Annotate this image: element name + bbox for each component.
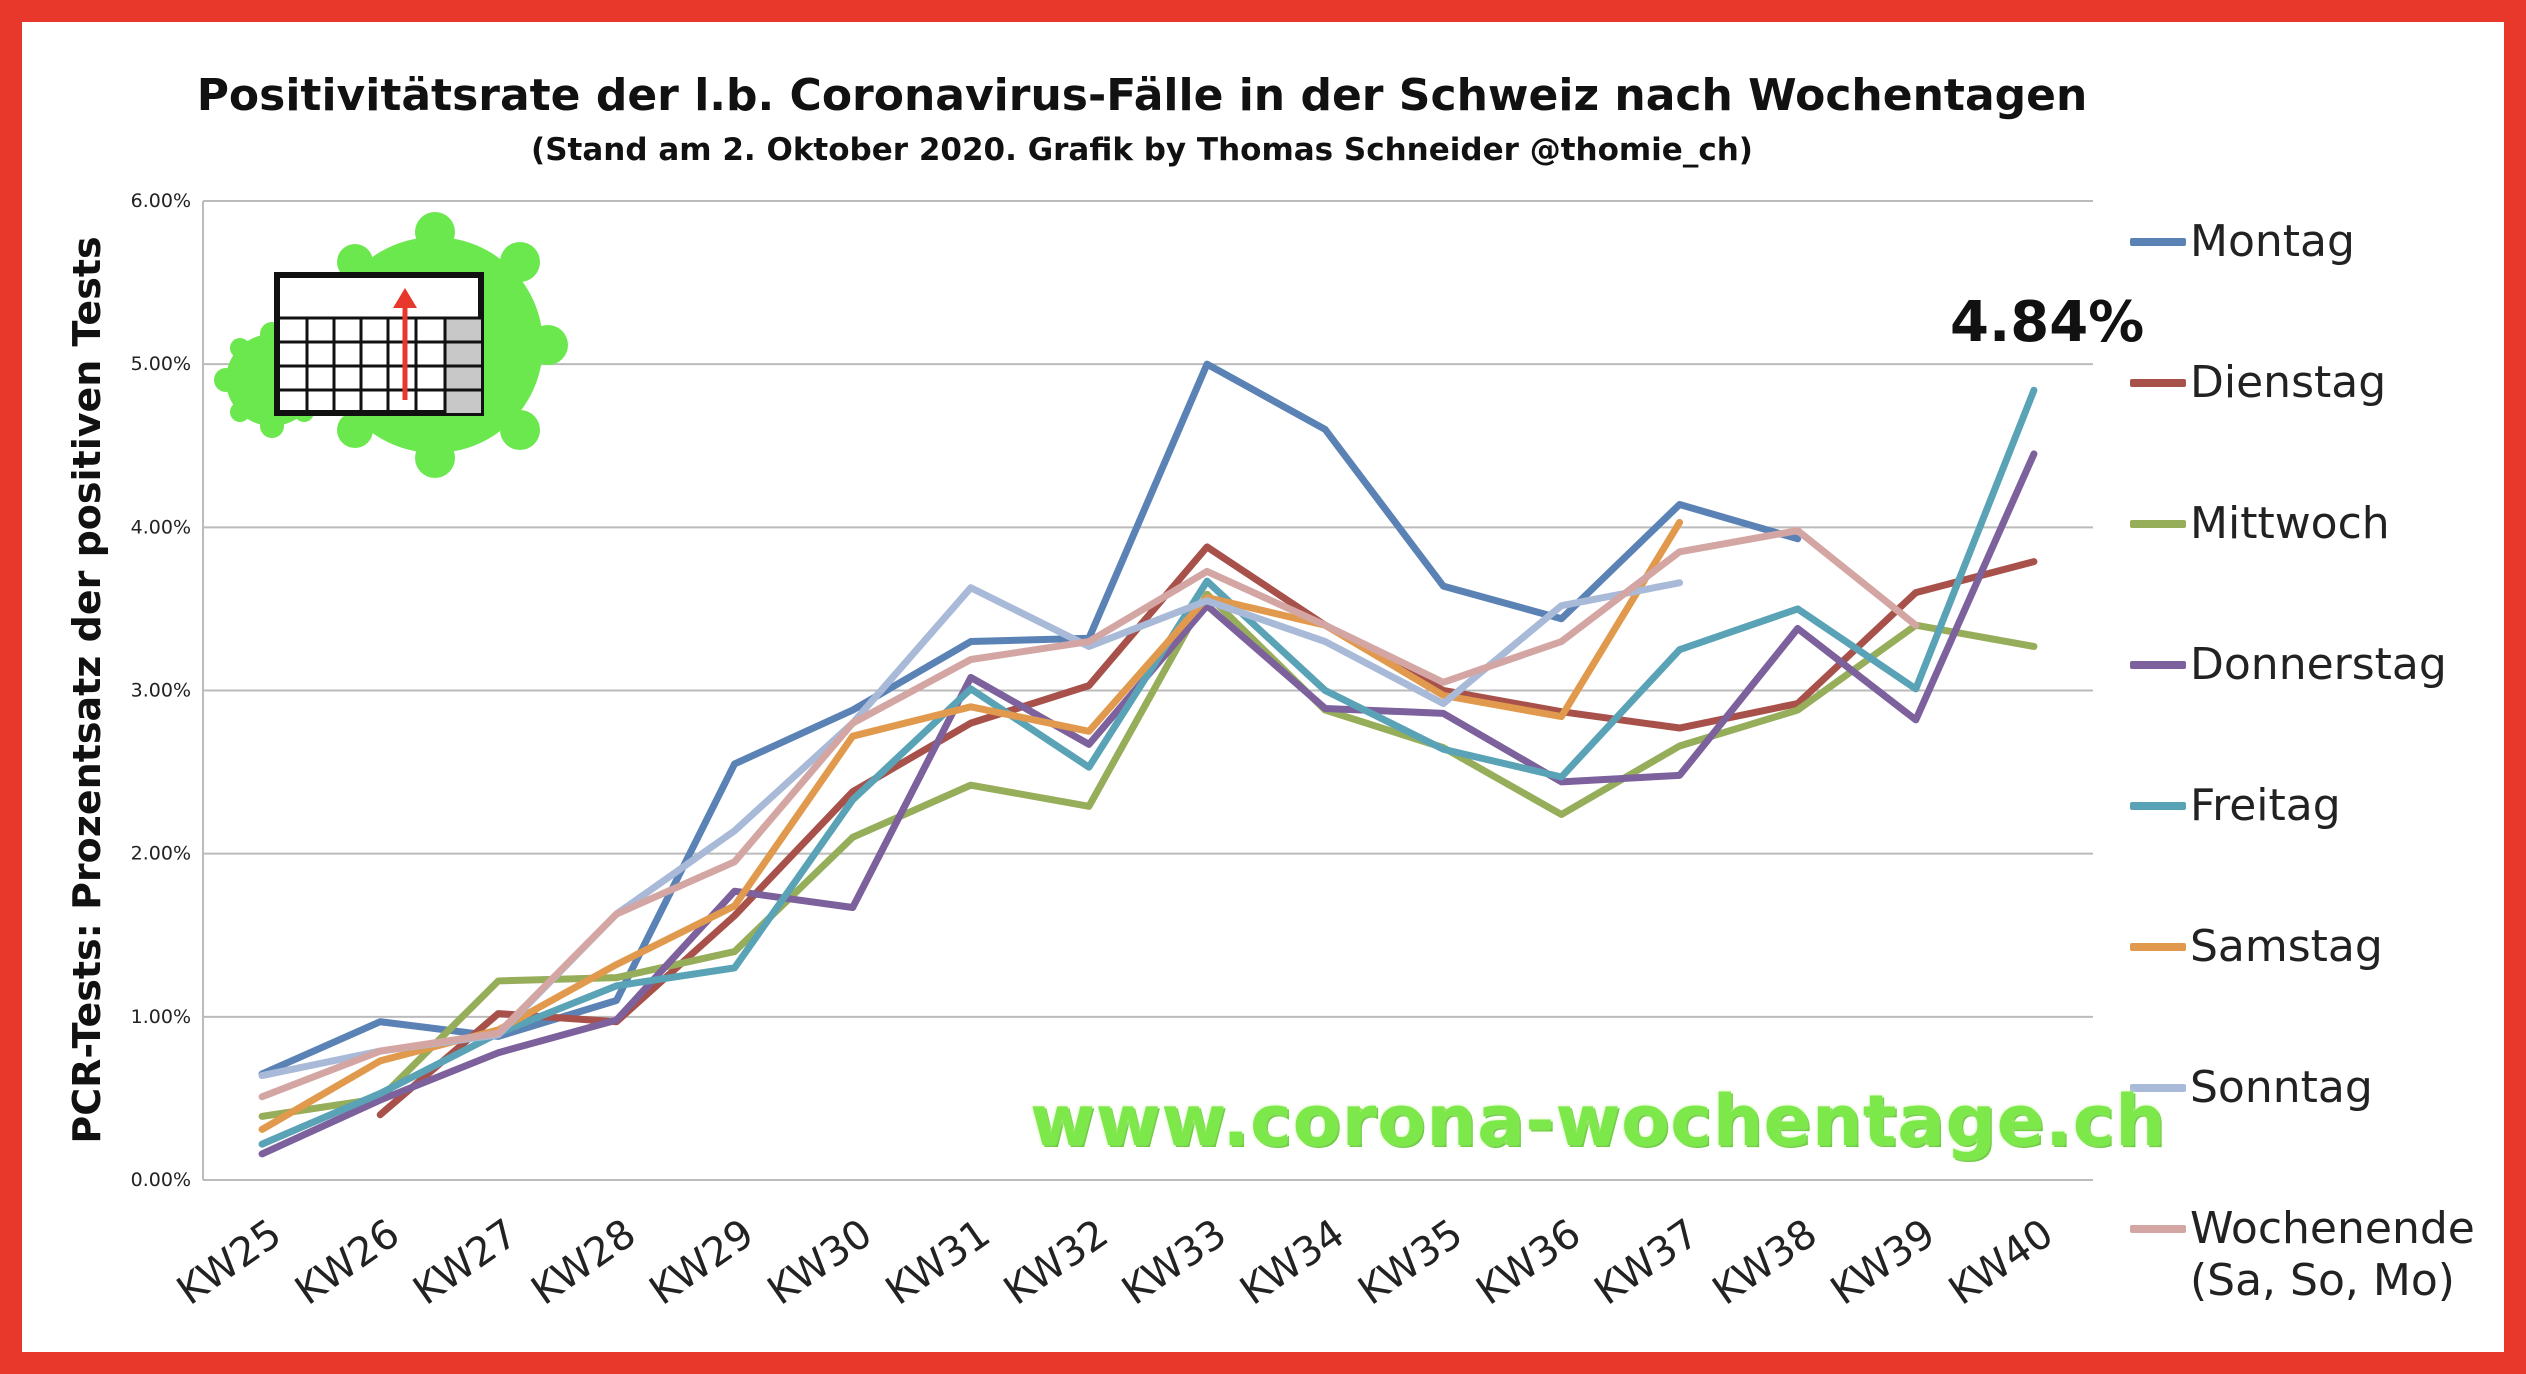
y-tick-label: 5.00% bbox=[131, 353, 191, 375]
y-tick-label: 0.00% bbox=[131, 1169, 191, 1191]
legend-swatch bbox=[2130, 661, 2186, 669]
x-tick-label: KW25 bbox=[169, 1211, 290, 1315]
series-line-montag bbox=[258, 360, 1802, 1078]
legend-swatch bbox=[2130, 1225, 2186, 1233]
legend-swatch bbox=[2130, 802, 2186, 810]
y-tick-label: 6.00% bbox=[131, 190, 191, 212]
series-line-dienstag bbox=[376, 543, 2038, 1119]
kw40-freitag-annotation: 4.84% bbox=[1950, 290, 2145, 355]
legend-swatch bbox=[2130, 379, 2186, 387]
x-tick-label: KW32 bbox=[996, 1211, 1117, 1315]
legend-label: Wochenende bbox=[2190, 1203, 2475, 1254]
x-tick-label: KW28 bbox=[523, 1211, 644, 1315]
series-line-freitag bbox=[258, 386, 2038, 1148]
x-tick-label: KW29 bbox=[641, 1211, 762, 1315]
x-tick-label: KW37 bbox=[1586, 1211, 1707, 1315]
x-tick-label: KW34 bbox=[1232, 1211, 1353, 1315]
chart-title: Positivitätsrate der l.b. Coronavirus-Fä… bbox=[196, 70, 2088, 121]
legend-swatch bbox=[2130, 238, 2186, 246]
y-tick-labels: 0.00% 1.00% 2.00% 3.00% 4.00% 5.00% 6.00% bbox=[131, 190, 191, 1191]
website-watermark: www.corona-wochentage.ch bbox=[1030, 1080, 2167, 1162]
series-line-donnerstag bbox=[258, 450, 2038, 1158]
x-tick-label: KW35 bbox=[1350, 1211, 1471, 1315]
virus-table-logo-icon bbox=[214, 212, 568, 478]
x-tick-label: KW40 bbox=[1941, 1211, 2062, 1315]
series-line-wochenende bbox=[258, 527, 1920, 1101]
x-tick-label: KW38 bbox=[1705, 1211, 1826, 1315]
legend-swatch bbox=[2130, 943, 2186, 951]
x-tick-labels: KW25KW26KW27KW28KW29KW30KW31KW32KW33KW34… bbox=[169, 1211, 2062, 1315]
x-tick-label: KW27 bbox=[405, 1211, 526, 1315]
x-tick-label: KW39 bbox=[1823, 1211, 1944, 1315]
legend-swatch bbox=[2130, 520, 2186, 528]
legend-label: Dienstag bbox=[2190, 357, 2387, 408]
x-tick-label: KW31 bbox=[878, 1211, 999, 1315]
x-tick-label: KW30 bbox=[760, 1211, 881, 1315]
chart-subtitle: (Stand am 2. Oktober 2020. Grafik by Tho… bbox=[531, 132, 1753, 168]
legend-label: (Sa, So, Mo) bbox=[2190, 1255, 2455, 1306]
legend-swatch bbox=[2130, 1084, 2186, 1092]
legend-label: Freitag bbox=[2190, 780, 2341, 831]
legend-label: Samstag bbox=[2190, 921, 2383, 972]
legend-label: Donnerstag bbox=[2190, 639, 2447, 690]
x-tick-label: KW36 bbox=[1468, 1211, 1589, 1315]
y-tick-label: 4.00% bbox=[131, 516, 191, 538]
x-tick-label: KW33 bbox=[1114, 1211, 1235, 1315]
y-axis-label: PCR-Tests: Prozentsatz der positiven Tes… bbox=[65, 236, 109, 1143]
legend-label: Sonntag bbox=[2190, 1062, 2373, 1113]
y-tick-label: 3.00% bbox=[131, 680, 191, 702]
y-tick-label: 2.00% bbox=[131, 843, 191, 865]
series-lines bbox=[258, 360, 2038, 1158]
legend-label: Mittwoch bbox=[2190, 498, 2390, 549]
x-tick-label: KW26 bbox=[287, 1211, 408, 1315]
y-tick-label: 1.00% bbox=[131, 1006, 191, 1028]
legend-label: Montag bbox=[2190, 216, 2355, 267]
